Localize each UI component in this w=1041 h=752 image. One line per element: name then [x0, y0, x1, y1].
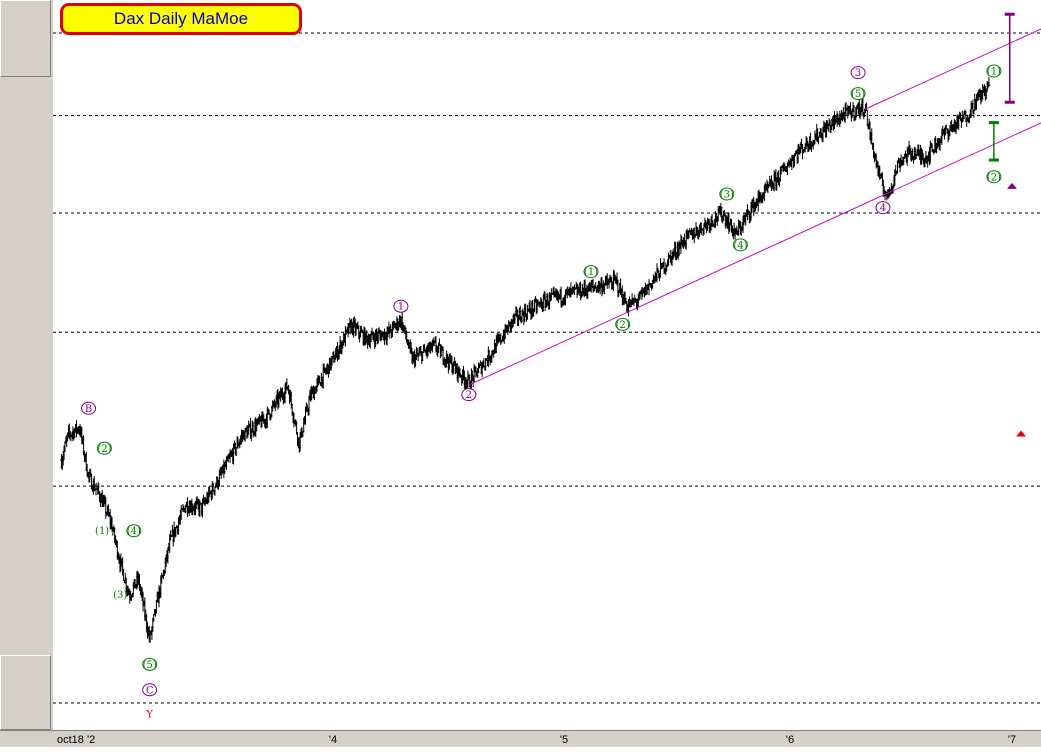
- wave-label: (2): [616, 320, 630, 331]
- chart-plot-area: 200030004000500060007000B(2)(1)(4)(3)(5)…: [21, 0, 1041, 730]
- chart-title[interactable]: Dax Daily MaMoe: [60, 3, 302, 35]
- wave-label: (5): [851, 89, 865, 100]
- wave-label-circle: [850, 87, 866, 101]
- wave-label: 3: [855, 68, 861, 79]
- channel-line: [468, 122, 1041, 386]
- wave-label: (3): [720, 190, 734, 201]
- wave-label: (2): [987, 172, 1001, 183]
- wave-label-circle: [583, 265, 599, 279]
- wave-label-circle: [393, 299, 409, 313]
- wave-label-circle: [732, 238, 748, 252]
- wave-label-circle: [986, 64, 1002, 78]
- wave-label: (4): [127, 526, 141, 537]
- wave-label: 1: [398, 302, 404, 313]
- wave-label-circle: [461, 388, 477, 402]
- wave-label: (3): [113, 590, 127, 601]
- channel-line: [864, 28, 1041, 110]
- wave-label: (4): [733, 240, 747, 251]
- panel-button-top[interactable]: [0, 0, 51, 77]
- wave-label-circle: [81, 401, 97, 415]
- wave-label: 4: [880, 203, 886, 214]
- x-tick-label: '6: [786, 734, 794, 746]
- wave-label: (5): [143, 660, 157, 671]
- wave-label: C: [146, 685, 154, 696]
- wave-label-circle: [96, 441, 112, 455]
- wave-label-circle: [875, 201, 891, 215]
- wave-label-circle: [850, 66, 866, 80]
- wave-label: (1): [95, 526, 109, 537]
- wave-label: (2): [97, 444, 111, 455]
- wave-label-circle: [142, 683, 158, 697]
- wave-label-circle: [142, 657, 158, 671]
- marker-triangle: [1007, 182, 1017, 189]
- x-tick-label: oct18 '2: [57, 734, 95, 746]
- x-axis-bar: oct18 '2 '4 '5 '6 '7: [0, 730, 1041, 747]
- wave-label-circle: [986, 170, 1002, 184]
- marker-triangle: [1016, 430, 1027, 437]
- wave-label: (1): [987, 66, 1001, 77]
- wave-label-circle: [615, 317, 631, 331]
- x-tick-label: '5: [560, 734, 568, 746]
- dax-price-chart: 200030004000500060007000B(2)(1)(4)(3)(5)…: [21, 12, 1041, 720]
- wave-label: (1): [584, 267, 598, 278]
- wave-label: B: [85, 404, 92, 415]
- left-panel: [0, 0, 53, 747]
- wave-label: 2: [466, 390, 472, 401]
- panel-button-bottom[interactable]: [0, 655, 51, 730]
- x-axis: oct18 '2 '4 '5 '6 '7: [57, 734, 1016, 746]
- wave-label-circle: [719, 187, 735, 201]
- wave-label: Y: [145, 709, 153, 720]
- x-tick-label: '4: [329, 734, 337, 746]
- x-tick-label: '7: [1008, 734, 1016, 746]
- wave-label-circle: [126, 524, 142, 538]
- price-bars: [59, 77, 991, 644]
